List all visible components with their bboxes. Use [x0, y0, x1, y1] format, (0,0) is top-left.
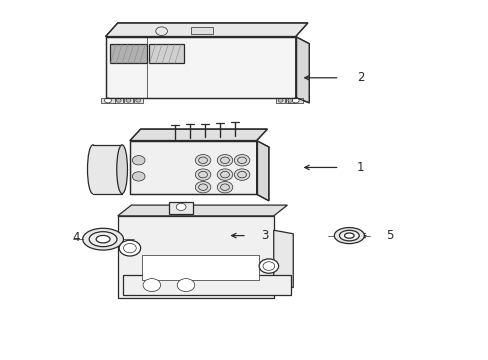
- Polygon shape: [190, 27, 212, 34]
- Circle shape: [126, 99, 131, 102]
- Polygon shape: [122, 275, 290, 295]
- Polygon shape: [93, 145, 122, 194]
- Polygon shape: [124, 98, 133, 103]
- Polygon shape: [101, 98, 115, 103]
- Circle shape: [136, 99, 141, 102]
- Circle shape: [259, 259, 278, 273]
- Ellipse shape: [344, 233, 353, 238]
- Ellipse shape: [82, 228, 123, 250]
- Circle shape: [176, 203, 185, 211]
- Circle shape: [119, 240, 141, 256]
- Text: 3: 3: [261, 229, 268, 242]
- Circle shape: [177, 279, 194, 292]
- Polygon shape: [114, 98, 123, 103]
- Ellipse shape: [89, 232, 117, 247]
- Polygon shape: [130, 140, 256, 194]
- Circle shape: [217, 181, 232, 193]
- Circle shape: [195, 181, 210, 193]
- Circle shape: [132, 156, 145, 165]
- Polygon shape: [118, 216, 273, 298]
- Circle shape: [234, 154, 249, 166]
- Ellipse shape: [87, 145, 98, 194]
- Circle shape: [104, 98, 111, 103]
- Polygon shape: [168, 202, 193, 214]
- Circle shape: [292, 98, 299, 103]
- Polygon shape: [105, 37, 295, 98]
- Ellipse shape: [334, 228, 364, 244]
- Circle shape: [217, 169, 232, 180]
- Circle shape: [217, 154, 232, 166]
- Text: 5: 5: [385, 229, 392, 242]
- Polygon shape: [256, 140, 268, 201]
- Ellipse shape: [96, 235, 110, 243]
- Polygon shape: [142, 255, 259, 280]
- Text: 1: 1: [356, 161, 364, 174]
- Polygon shape: [130, 129, 267, 140]
- Circle shape: [195, 169, 210, 180]
- Circle shape: [195, 154, 210, 166]
- Polygon shape: [285, 98, 294, 103]
- Circle shape: [234, 169, 249, 180]
- Circle shape: [143, 279, 160, 292]
- Polygon shape: [134, 98, 142, 103]
- Circle shape: [287, 99, 292, 102]
- Polygon shape: [110, 44, 147, 63]
- Polygon shape: [288, 98, 303, 103]
- Polygon shape: [105, 23, 307, 37]
- Text: 2: 2: [356, 71, 364, 84]
- Polygon shape: [276, 98, 285, 103]
- Text: 4: 4: [73, 231, 80, 244]
- Ellipse shape: [117, 145, 127, 194]
- Polygon shape: [118, 205, 287, 216]
- Circle shape: [116, 99, 121, 102]
- Polygon shape: [149, 44, 183, 63]
- Ellipse shape: [339, 230, 359, 241]
- Polygon shape: [273, 230, 293, 288]
- Circle shape: [278, 99, 283, 102]
- Circle shape: [132, 172, 145, 181]
- Polygon shape: [295, 37, 309, 103]
